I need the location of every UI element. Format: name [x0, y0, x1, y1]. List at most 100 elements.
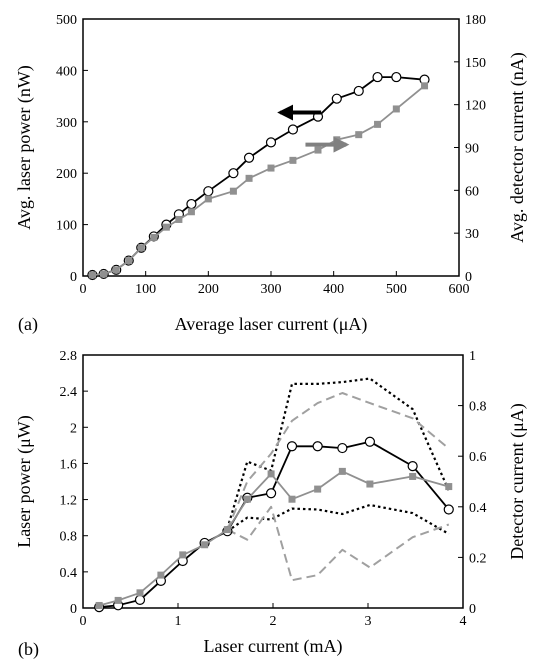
data-point-square [175, 215, 183, 223]
y-tick-label: 0.4 [60, 566, 78, 581]
data-point-square [288, 495, 296, 503]
x-tick-label: 500 [386, 282, 407, 297]
data-point-circle [266, 488, 277, 499]
y2-tick-label: 0 [465, 270, 472, 285]
y-tick-label: 300 [56, 116, 77, 131]
y2-axis-label: Avg. detector current (nA) [507, 52, 528, 243]
data-point-square [229, 187, 237, 195]
data-point-square [204, 195, 212, 203]
y2-axis-label: Detector current (μA) [507, 403, 528, 560]
x-tick-label: 300 [261, 282, 282, 297]
data-point-circle [286, 441, 298, 452]
x-tick-label: 400 [323, 282, 344, 297]
y2-tick-label: 120 [465, 99, 486, 114]
data-point-circle [265, 137, 277, 148]
series-line-4 [226, 392, 450, 530]
y-axis-label: Avg. laser power (nW) [14, 65, 35, 230]
data-point-circle [134, 594, 146, 605]
data-point-circle [186, 198, 197, 210]
y2-tick-label: 0 [469, 602, 476, 617]
y2-tick-label: 60 [465, 184, 479, 199]
data-point-square [100, 270, 108, 278]
y-tick-label: 1.2 [60, 494, 78, 509]
y2-tick-label: 0.2 [469, 551, 487, 566]
data-point-square [314, 146, 322, 154]
data-point-circle [287, 124, 299, 135]
y-tick-label: 500 [56, 13, 77, 28]
data-point-square [314, 485, 322, 493]
data-point-square [136, 589, 144, 597]
data-point-circle [337, 442, 348, 454]
data-point-square [366, 480, 374, 488]
y2-tick-label: 0.4 [469, 501, 487, 516]
x-axis-label: Average laser current (μA) [175, 314, 368, 335]
panel-label: (b) [18, 639, 39, 660]
y2-tick-label: 1 [469, 349, 476, 364]
data-point-square [421, 82, 429, 90]
data-point-square [125, 257, 133, 265]
chart-panel-a: 0 100 200 300 400 500 600010020030040050003060… [14, 13, 528, 335]
data-point-square [157, 571, 165, 579]
plot-frame [82, 18, 460, 277]
x-tick-label: 4 [460, 614, 467, 629]
data-point-circle [312, 441, 323, 452]
series-line-3 [226, 503, 450, 535]
data-point-square [338, 467, 346, 475]
x-tick-label: 0 [80, 282, 87, 297]
plot-frame [82, 354, 464, 609]
y2-tick-label: 150 [465, 56, 486, 71]
data-point-square [112, 266, 120, 274]
x-tick-label: 1 [175, 614, 182, 629]
data-point-square [187, 208, 195, 216]
y-tick-label: 100 [56, 219, 77, 234]
data-point-square [267, 164, 275, 172]
data-point-square [409, 472, 417, 480]
y-tick-label: 2.4 [60, 385, 78, 400]
data-point-square [445, 483, 453, 491]
y-tick-label: 200 [56, 167, 77, 182]
data-point-square [289, 156, 297, 164]
data-point-circle [203, 186, 214, 197]
panel-label: (a) [18, 314, 38, 335]
data-point-square [114, 596, 122, 604]
y-axis-label: Laser power (μW) [14, 415, 35, 548]
y-tick-label: 0 [70, 270, 77, 285]
y-tick-label: 2 [70, 421, 77, 436]
data-point-square [95, 601, 103, 609]
data-point-circle [243, 152, 255, 163]
data-point-square [392, 105, 400, 113]
data-point-square [88, 271, 96, 279]
y-tick-label: 400 [56, 64, 77, 79]
y2-tick-label: 30 [465, 227, 479, 242]
data-point-circle [407, 461, 418, 472]
data-point-square [355, 131, 363, 139]
x-tick-label: 200 [198, 282, 219, 297]
series-line-5 [226, 505, 450, 582]
x-tick-label: 2 [270, 614, 277, 629]
y2-tick-label: 0.8 [469, 400, 487, 415]
y-tick-label: 0 [70, 602, 77, 617]
data-point-circle [443, 504, 454, 515]
x-tick-label: 0 [80, 614, 87, 629]
data-point-square [150, 233, 158, 241]
data-point-square [245, 174, 253, 182]
y-tick-label: 2.8 [60, 349, 78, 364]
x-tick-label: 600 [449, 282, 470, 297]
data-point-circle [331, 93, 342, 104]
data-point-square [137, 244, 145, 252]
data-point-square [333, 136, 341, 144]
x-tick-label: 3 [365, 614, 372, 629]
data-point-circle [228, 168, 239, 179]
data-point-square [162, 223, 170, 231]
y2-tick-label: 90 [465, 142, 479, 157]
data-point-square [201, 541, 209, 549]
data-point-circle [364, 436, 375, 447]
data-point-circle [353, 85, 364, 97]
data-point-square [267, 470, 275, 478]
x-tick-label: 100 [135, 282, 156, 297]
data-point-circle [391, 71, 402, 83]
data-point-square [374, 120, 382, 128]
data-point-circle [372, 71, 383, 83]
y2-tick-label: 180 [465, 13, 486, 28]
